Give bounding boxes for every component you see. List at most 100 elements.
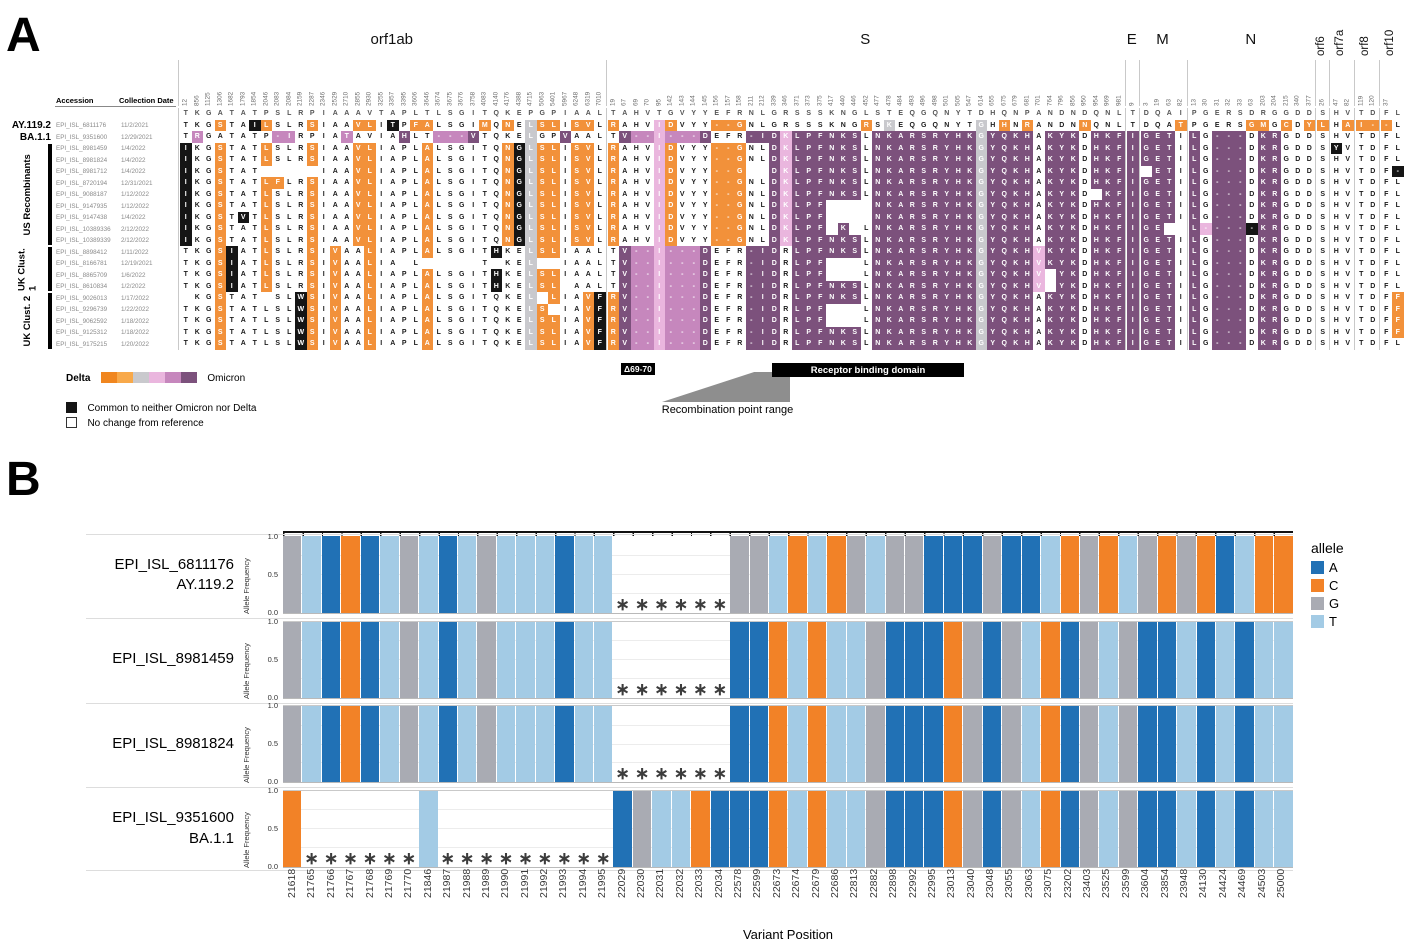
alignment-cell: L <box>1188 188 1200 200</box>
alignment-cell: P <box>803 280 815 292</box>
alignment-cell: H <box>1330 177 1342 189</box>
alignment-cell: T <box>1163 200 1175 212</box>
sample-label: EPI_ISL_6811176 AY.119.2 <box>86 536 234 614</box>
allele-bar <box>535 706 555 782</box>
alignment-cell: E <box>1152 165 1164 177</box>
alignment-cell: K <box>191 223 203 235</box>
alignment-cell: R <box>607 303 619 315</box>
missing-position: ∗ <box>633 536 651 614</box>
alignment-cell: G <box>203 131 215 143</box>
alignment-cell: N <box>826 165 838 177</box>
allele-bar <box>1254 790 1274 867</box>
alignment-cell: L <box>433 188 445 200</box>
alignment-cell: I <box>467 303 479 315</box>
alignment-cell: G <box>734 177 746 189</box>
alignment-cell: V <box>1342 108 1354 120</box>
gene-label-M: M <box>1156 31 1169 48</box>
alignment-cell: A <box>421 338 433 350</box>
alignment-cell: L <box>594 223 606 235</box>
alignment-cell: N <box>826 246 838 258</box>
alignment-cell: Q <box>490 188 502 200</box>
alignment-cell: I <box>653 223 665 235</box>
alignment-cell: R <box>734 269 746 281</box>
allele-bar <box>1274 621 1293 698</box>
alignment-cell: L <box>1188 154 1200 166</box>
alignment-cell: T <box>180 303 192 315</box>
alignment-cell: V <box>352 234 364 246</box>
alignment-cell: R <box>607 338 619 350</box>
alignment-cell: D <box>768 154 780 166</box>
position-number: 477 <box>873 95 881 106</box>
alignment-cell: V <box>1342 188 1354 200</box>
alignment-cell: H <box>1090 154 1102 166</box>
alignment-cell: G <box>1140 211 1152 223</box>
position-number: 3674 <box>434 91 442 106</box>
position-number: 1682 <box>227 91 235 106</box>
alignment-cell: L <box>594 177 606 189</box>
alignment-cell: R <box>295 223 307 235</box>
alignment-cell: K <box>837 234 849 246</box>
alignment-cell: A <box>387 246 399 258</box>
allele-bar <box>1177 790 1196 867</box>
allele-bar <box>1079 790 1099 867</box>
recombination-label: Recombination point range <box>661 404 794 416</box>
allele-bar <box>1118 536 1138 613</box>
alignment-cell: K <box>1010 165 1022 177</box>
alignment-cell: H <box>630 108 642 120</box>
alignment-cell: G <box>975 200 987 212</box>
alignment-cell: D <box>768 292 780 304</box>
alignment-cell: D <box>1367 211 1379 223</box>
alignment-cell: S <box>791 108 803 120</box>
allele-bar-fill <box>1157 536 1177 613</box>
alignment-cell: T <box>1163 280 1175 292</box>
alignment-cell: - <box>711 142 723 154</box>
x-tick-label: 21766 <box>324 869 337 899</box>
allele-bar <box>788 790 807 867</box>
allele-bar <box>730 790 749 867</box>
alignment-cell: T <box>653 108 665 120</box>
alignment-cell: G <box>734 211 746 223</box>
allele-bar-fill <box>457 706 477 782</box>
alignment-cell: G <box>1280 246 1292 258</box>
alignment-cell: D <box>665 234 677 246</box>
alignment-cell: G <box>1280 257 1292 269</box>
gene-label-S: S <box>860 31 871 48</box>
alignment-cell: H <box>1021 200 1033 212</box>
position-number: 3255 <box>377 91 385 106</box>
alignment-cell: K <box>837 165 849 177</box>
alignment-cell: G <box>734 154 746 166</box>
alignment-cell: R <box>295 257 307 269</box>
alignment-cell: T <box>249 338 261 350</box>
alignment-cell: N <box>826 188 838 200</box>
allele-bar-fill <box>535 536 555 613</box>
alignment-cell: L <box>364 326 376 338</box>
allele-bar-fill <box>1235 621 1254 698</box>
alignment-cell: A <box>619 234 631 246</box>
alignment-cell: H <box>630 154 642 166</box>
alignment-cell: - <box>676 315 688 327</box>
alignment-cell: F <box>814 223 826 235</box>
allele-bar <box>419 790 438 867</box>
allele-bar-fill <box>749 790 768 867</box>
alignment-cell: D <box>1303 326 1315 338</box>
x-tick-label: 23075 <box>1042 869 1055 899</box>
alignment-cell: T <box>180 338 192 350</box>
alignment-cell: R <box>295 280 307 292</box>
alignment-cell: K <box>191 211 203 223</box>
alignment-cell: A <box>387 257 399 269</box>
allele-bar-fill <box>768 536 788 613</box>
alignment-cell: S <box>536 303 548 315</box>
alignment-cell: F <box>1380 269 1392 281</box>
alignment-cell: A <box>895 223 907 235</box>
alignment-cell: T <box>1163 142 1175 154</box>
alignment-cell: - <box>711 188 723 200</box>
alignment-cell: V <box>329 246 341 258</box>
allele-bar-fill <box>1002 536 1021 613</box>
alignment-cell: - <box>642 315 654 327</box>
alignment-cell: - <box>1223 303 1235 315</box>
allele-bar-fill <box>943 790 963 867</box>
x-tick-label: 24130 <box>1197 869 1210 899</box>
alignment-cell: D <box>768 234 780 246</box>
alignment-cell: G <box>975 257 987 269</box>
